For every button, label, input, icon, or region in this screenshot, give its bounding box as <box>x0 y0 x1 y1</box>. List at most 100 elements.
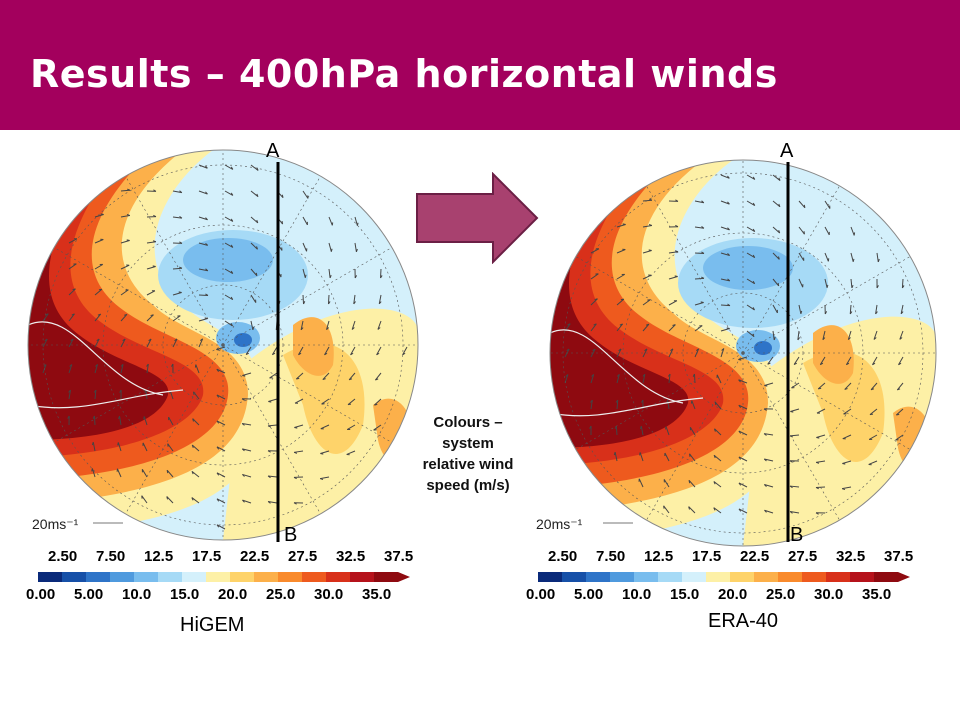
wind-vector <box>267 424 278 427</box>
wind-vector-head <box>293 476 297 480</box>
colorbar-swatch <box>374 572 410 582</box>
wind-vector-head <box>777 282 780 287</box>
wind-vector <box>720 278 730 282</box>
wind-vector <box>870 382 878 391</box>
wind-vector-head <box>566 348 570 352</box>
low-wind-region <box>234 333 252 347</box>
wind-vector-head <box>701 226 705 229</box>
wind-vector-head <box>567 323 571 326</box>
colorbar-tick-label: 30.0 <box>314 586 344 603</box>
wind-vector-head <box>876 285 879 289</box>
wind-vector-head <box>849 311 853 315</box>
wind-vector <box>348 372 356 381</box>
wind-vector <box>668 374 671 384</box>
wind-vector <box>764 509 774 514</box>
wind-vector <box>294 450 304 453</box>
wind-vector <box>798 278 804 288</box>
wind-vector-head <box>591 374 595 377</box>
wind-vector-head <box>174 338 178 342</box>
wind-vector <box>849 304 852 315</box>
wind-vector <box>664 452 670 462</box>
wind-vector <box>772 174 781 181</box>
wind-vector <box>376 346 382 356</box>
wind-vector <box>764 382 774 387</box>
wind-vector <box>590 298 598 306</box>
wind-vector <box>772 278 780 287</box>
wind-vector-head <box>230 270 234 274</box>
wind-vector <box>868 460 878 465</box>
wind-vector-head <box>322 378 326 381</box>
wind-vector-head <box>616 373 620 377</box>
wind-vector-head <box>300 327 304 331</box>
wind-vector-head <box>727 227 730 231</box>
wind-vector <box>68 288 76 296</box>
wind-vector <box>250 190 259 198</box>
wind-vector-head <box>752 202 756 206</box>
wind-vector <box>798 226 805 235</box>
wind-band <box>293 317 334 376</box>
wind-vector-head <box>815 486 819 490</box>
wind-vector-head <box>127 188 131 191</box>
wind-vector <box>590 248 600 254</box>
wind-vector-head <box>670 348 674 352</box>
wind-vector-head <box>326 327 329 331</box>
wind-vector <box>166 496 174 504</box>
colorbar-swatch <box>182 572 206 582</box>
wind-vector <box>720 174 730 179</box>
wind-vector-head <box>378 301 382 305</box>
meridian <box>646 185 744 354</box>
wind-vector <box>268 500 278 504</box>
wind-vector <box>772 252 780 260</box>
wind-vector-head <box>119 389 122 393</box>
wind-vector <box>120 289 129 296</box>
wind-vector <box>350 346 356 356</box>
wind-vector <box>353 294 356 304</box>
wind-vector-head <box>281 221 284 225</box>
wind-vector-head <box>93 389 97 393</box>
wind-vector <box>378 294 382 304</box>
wind-vector <box>320 450 330 455</box>
wind-vector-head <box>268 401 272 403</box>
wind-vector-head <box>639 426 642 430</box>
wind-vector-head <box>298 352 302 356</box>
colorbar-tick-label: 7.50 <box>96 548 126 565</box>
meridian <box>742 185 840 354</box>
wind-vector-head <box>800 310 803 314</box>
colorbar-tick-label: 20.0 <box>218 586 248 603</box>
wind-vector-head <box>820 362 824 366</box>
wind-vector-head <box>870 388 875 391</box>
wind-vector <box>116 468 122 478</box>
wind-vector <box>250 320 254 330</box>
wind-vector-head <box>377 327 381 330</box>
wind-vector-head <box>330 248 333 252</box>
wind-vector <box>616 249 626 254</box>
wind-vector <box>713 454 722 462</box>
wind-vector-head <box>714 401 717 406</box>
colorbar-swatch <box>706 572 730 582</box>
wind-vector-head <box>179 241 183 244</box>
colorbar-swatch <box>658 572 682 582</box>
colorbar-swatch <box>302 572 326 582</box>
wind-vector-head <box>179 215 183 219</box>
wind-vector <box>347 398 356 406</box>
wind-vector-head <box>191 471 194 475</box>
wind-vector-head <box>191 444 194 449</box>
wind-vector <box>328 268 331 278</box>
wind-vector-head <box>565 374 569 377</box>
wind-vector-head <box>846 362 850 366</box>
colorbar-tick-label: 5.00 <box>574 586 604 603</box>
wind-vector-head <box>402 352 406 356</box>
wind-vector-head <box>43 364 47 367</box>
wind-vector-head <box>230 192 234 196</box>
wind-vector <box>94 364 99 374</box>
wind-vector <box>875 304 878 314</box>
wind-vector-head <box>120 363 124 367</box>
wind-vector-head <box>216 498 220 502</box>
wind-vector-head <box>899 337 903 340</box>
wind-vector <box>720 327 730 332</box>
wind-vector <box>191 444 200 452</box>
wind-vector <box>816 408 826 414</box>
wind-vector-head <box>216 524 220 528</box>
colorbar-swatch <box>350 572 374 582</box>
wind-vector-head <box>124 313 128 316</box>
